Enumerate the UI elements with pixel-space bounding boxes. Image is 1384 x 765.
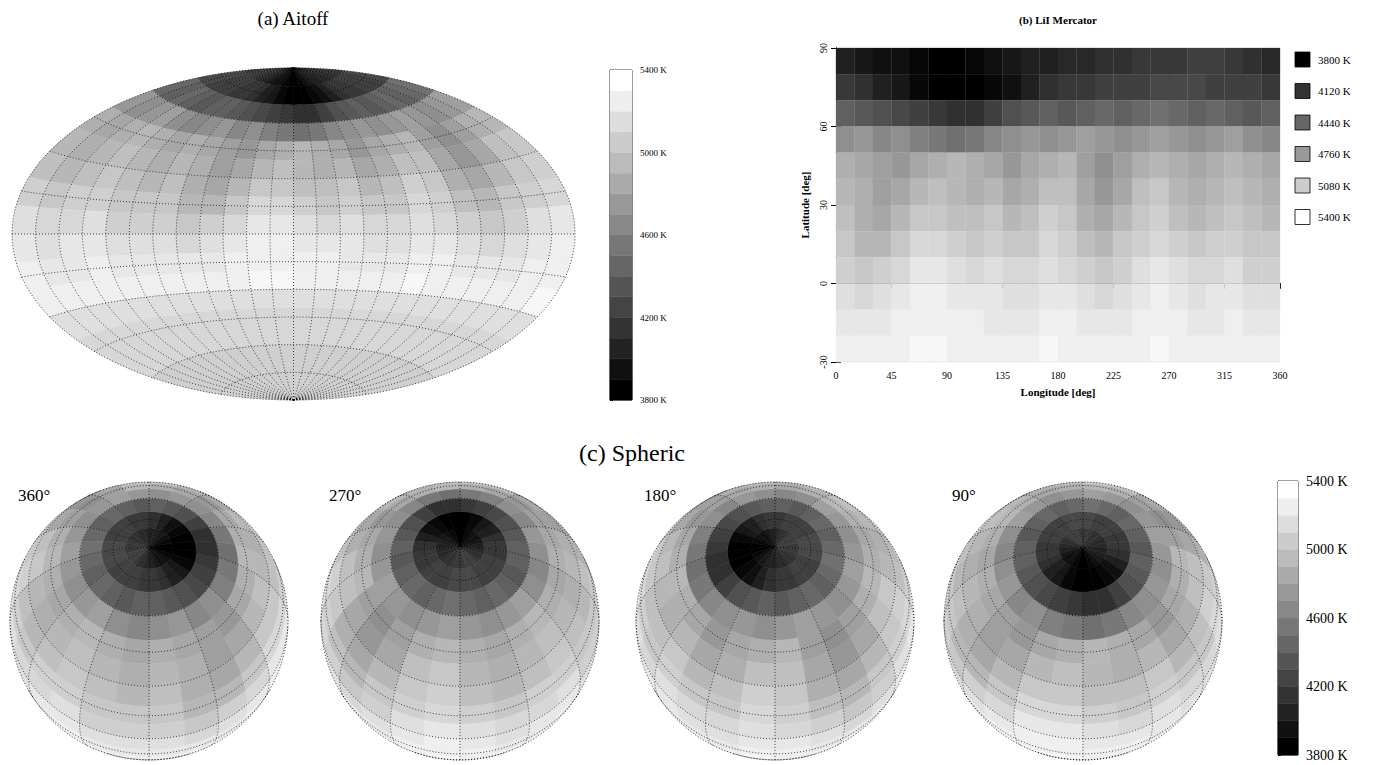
svg-text:-30: -30: [818, 355, 829, 368]
svg-text:4200 K: 4200 K: [640, 313, 667, 323]
svg-text:4600 K: 4600 K: [640, 230, 667, 240]
svg-text:5400 K: 5400 K: [1318, 211, 1351, 223]
svg-text:45: 45: [887, 370, 897, 381]
svg-text:5000 K: 5000 K: [1306, 542, 1348, 557]
svg-text:4200 K: 4200 K: [1306, 679, 1348, 694]
svg-text:30: 30: [818, 200, 829, 210]
svg-text:180: 180: [1051, 370, 1066, 381]
svg-text:225: 225: [1106, 370, 1121, 381]
svg-text:360: 360: [1273, 370, 1288, 381]
svg-text:270: 270: [1162, 370, 1177, 381]
svg-text:(c) Spheric: (c) Spheric: [579, 440, 685, 466]
svg-text:4440 K: 4440 K: [1318, 117, 1351, 129]
svg-text:135: 135: [995, 370, 1010, 381]
svg-text:4120 K: 4120 K: [1318, 85, 1351, 97]
svg-text:3800 K: 3800 K: [1318, 54, 1351, 66]
svg-text:(b) LiI Mercator: (b) LiI Mercator: [1019, 14, 1097, 27]
svg-text:315: 315: [1217, 370, 1232, 381]
svg-text:270°: 270°: [329, 486, 361, 505]
svg-text:5400 K: 5400 K: [1306, 474, 1348, 489]
svg-text:3800 K: 3800 K: [640, 395, 667, 405]
svg-text:5080 K: 5080 K: [1318, 180, 1351, 192]
svg-text:Longitude [deg]: Longitude [deg]: [1021, 386, 1096, 398]
svg-text:180°: 180°: [644, 486, 676, 505]
svg-text:4760 K: 4760 K: [1318, 148, 1351, 160]
svg-text:360°: 360°: [18, 486, 50, 505]
svg-text:(a) Aitoff: (a) Aitoff: [258, 8, 330, 30]
svg-text:4600 K: 4600 K: [1306, 611, 1348, 626]
svg-text:90°: 90°: [952, 486, 976, 505]
svg-text:90: 90: [818, 43, 829, 53]
svg-text:60: 60: [818, 122, 829, 132]
svg-text:0: 0: [818, 281, 829, 286]
svg-text:90: 90: [942, 370, 952, 381]
svg-text:5000 K: 5000 K: [640, 148, 667, 158]
svg-text:5400 K: 5400 K: [640, 65, 667, 75]
svg-text:0: 0: [834, 370, 839, 381]
svg-text:3800 K: 3800 K: [1306, 748, 1348, 763]
svg-text:Latitude [deg]: Latitude [deg]: [799, 172, 811, 239]
